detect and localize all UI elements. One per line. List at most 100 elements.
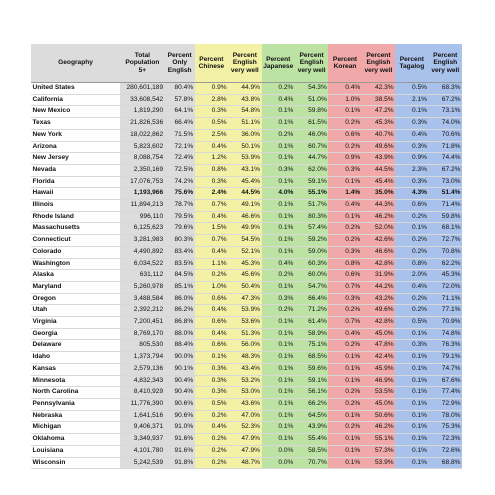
- cell-chinese: 0.8%: [194, 164, 229, 177]
- cell-chinese-english-very-well: 52.3%: [228, 421, 262, 435]
- table-row: Rhode Island 996,110 79.5% 0.4% 46.6% 0.1% 80.…: [31, 211, 462, 224]
- cell-japanese-english-very-well: 51.7%: [294, 199, 329, 212]
- cell-korean-english-very-well: 49.6%: [361, 304, 396, 318]
- cell-tagalog: 2.0%: [395, 269, 429, 282]
- cell-tagalog: 0.3%: [395, 176, 429, 189]
- table-row: Wisconsin 5,242,539 91.8% 0.2% 48.7% 0.0% 70.7…: [31, 457, 462, 470]
- cell-state-name: Minnesota: [31, 375, 121, 388]
- header-chinese-english-very-well: Percent English very well: [228, 44, 262, 83]
- cell-tagalog: 0.1%: [395, 398, 429, 411]
- cell-korean: 1.0%: [328, 94, 362, 107]
- cell-state-name: Oklahoma: [31, 433, 121, 446]
- cell-korean: 0.1%: [328, 445, 362, 458]
- cell-japanese-english-very-well: 60.3%: [294, 258, 329, 271]
- cell-chinese-english-very-well: 47.0%: [228, 410, 262, 423]
- cell-korean-english-very-well: 46.6%: [361, 246, 396, 259]
- cell-tagalog-english-very-well: 74.8%: [428, 328, 462, 341]
- cell-korean-english-very-well: 42.3%: [361, 82, 396, 95]
- cell-only-english: 72.5%: [164, 164, 195, 177]
- cell-tagalog-english-very-well: 72.9%: [428, 398, 462, 411]
- cell-tagalog-english-very-well: 75.3%: [428, 421, 462, 435]
- cell-only-english: 90.4%: [164, 375, 195, 388]
- cell-chinese: 0.4%: [194, 211, 229, 224]
- cell-chinese: 0.1%: [194, 351, 229, 364]
- cell-only-english: 78.7%: [164, 199, 195, 212]
- table-row: Maryland 5,260,978 85.1% 1.0% 50.4% 0.1% 54.7%…: [31, 281, 462, 294]
- cell-chinese: 0.4%: [194, 421, 229, 435]
- cell-chinese: 0.6%: [194, 339, 229, 353]
- cell-total-population: 280,601,189: [120, 82, 165, 95]
- cell-japanese: 0.1%: [261, 316, 295, 329]
- cell-japanese: 0.1%: [261, 386, 295, 399]
- cell-only-english: 86.2%: [164, 304, 195, 318]
- cell-tagalog-english-very-well: 70.6%: [428, 129, 462, 142]
- table-row: Oklahoma 3,349,937 91.6% 0.2% 47.9% 0.1% 55.4%…: [31, 433, 462, 446]
- cell-tagalog-english-very-well: 74.0%: [428, 117, 462, 130]
- cell-tagalog-english-very-well: 51.4%: [428, 187, 462, 201]
- cell-tagalog-english-very-well: 77.4%: [428, 386, 462, 399]
- cell-korean: 0.6%: [328, 129, 362, 142]
- cell-korean-english-very-well: 45.9%: [361, 363, 396, 376]
- cell-chinese-english-very-well: 46.6%: [228, 211, 262, 224]
- cell-korean: 1.4%: [328, 187, 362, 201]
- table-row: Delaware 805,530 88.4% 0.6% 56.0% 0.1% 75.1% 0.…: [31, 339, 462, 353]
- table-row: Pennsylvania 11,776,390 90.6% 0.5% 43.6% 0.1%…: [31, 398, 462, 411]
- cell-chinese: 2.5%: [194, 129, 229, 142]
- cell-state-name: Wisconsin: [31, 457, 121, 470]
- cell-tagalog-english-very-well: 68.3%: [428, 82, 462, 95]
- cell-japanese: 0.3%: [261, 164, 295, 177]
- table-row: Colorado 4,490,892 83.4% 0.4% 52.1% 0.1% 59.0%…: [31, 246, 462, 259]
- cell-japanese-english-very-well: 60.0%: [294, 269, 329, 282]
- cell-only-english: 91.6%: [164, 445, 195, 458]
- cell-korean-english-very-well: 45.4%: [361, 176, 396, 189]
- cell-chinese-english-very-well: 36.0%: [228, 129, 262, 142]
- cell-korean-english-very-well: 31.9%: [361, 269, 396, 282]
- cell-total-population: 11,776,390: [120, 398, 165, 411]
- cell-korean-english-very-well: 45.3%: [361, 117, 396, 130]
- cell-chinese-english-very-well: 47.9%: [228, 433, 262, 446]
- cell-chinese-english-very-well: 43.1%: [228, 164, 262, 177]
- cell-only-english: 91.0%: [164, 421, 195, 435]
- cell-tagalog: 0.1%: [395, 328, 429, 341]
- cell-tagalog: 0.2%: [395, 304, 429, 318]
- table-row: Washington 6,034,522 83.5% 1.1% 45.3% 0.4% 60.…: [31, 258, 462, 271]
- cell-chinese-english-very-well: 44.5%: [228, 187, 262, 201]
- cell-chinese-english-very-well: 49.1%: [228, 199, 262, 212]
- cell-korean: 0.1%: [328, 363, 362, 376]
- cell-tagalog-english-very-well: 72.3%: [428, 433, 462, 446]
- cell-japanese-english-very-well: 56.1%: [294, 386, 329, 399]
- cell-korean: 0.1%: [328, 457, 362, 470]
- cell-total-population: 2,579,136: [120, 363, 165, 376]
- cell-japanese: 0.1%: [261, 351, 295, 364]
- cell-korean: 0.2%: [328, 386, 362, 399]
- cell-tagalog: 0.1%: [395, 433, 429, 446]
- cell-only-english: 90.6%: [164, 398, 195, 411]
- cell-chinese-english-very-well: 51.3%: [228, 328, 262, 341]
- cell-korean: 0.2%: [328, 339, 362, 353]
- cell-tagalog: 0.1%: [395, 351, 429, 364]
- cell-only-english: 91.8%: [164, 457, 195, 470]
- cell-japanese: 0.1%: [261, 339, 295, 353]
- cell-japanese: 0.1%: [261, 281, 295, 294]
- cell-state-name: Washington: [31, 258, 121, 271]
- cell-tagalog: 0.4%: [395, 281, 429, 294]
- cell-japanese: 0.4%: [261, 258, 295, 271]
- cell-korean: 0.3%: [328, 164, 362, 177]
- cell-korean: 0.9%: [328, 152, 362, 165]
- cell-tagalog-english-very-well: 62.2%: [428, 258, 462, 271]
- table-row: Hawaii 1,193,966 75.6% 2.4% 44.5% 4.0% 55.1% 1.…: [31, 187, 462, 201]
- cell-only-english: 90.4%: [164, 386, 195, 399]
- cell-total-population: 1,641,516: [120, 410, 165, 423]
- cell-japanese: 0.3%: [261, 293, 295, 306]
- cell-state-name: Nevada: [31, 164, 121, 177]
- cell-korean-english-very-well: 43.2%: [361, 293, 396, 306]
- cell-tagalog-english-very-well: 45.3%: [428, 269, 462, 282]
- cell-chinese-english-very-well: 53.6%: [228, 316, 262, 329]
- cell-tagalog-english-very-well: 72.0%: [428, 281, 462, 294]
- cell-chinese: 0.6%: [194, 293, 229, 306]
- cell-total-population: 4,101,780: [120, 445, 165, 458]
- cell-chinese-english-very-well: 48.3%: [228, 351, 262, 364]
- cell-japanese-english-very-well: 51.0%: [294, 94, 329, 107]
- cell-tagalog-english-very-well: 74.4%: [428, 152, 462, 165]
- table-body: United States 280,601,189 80.4% 0.9% 44.9% 0.…: [31, 82, 462, 470]
